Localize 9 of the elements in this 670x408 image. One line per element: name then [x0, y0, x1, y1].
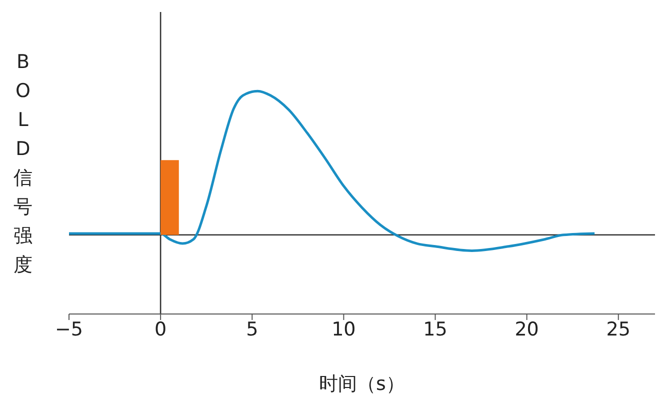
x-tick-label: −5 [54, 318, 84, 340]
x-tick-label: 25 [606, 318, 630, 340]
x-tick-label: 10 [332, 318, 356, 340]
x-tick-label: 5 [246, 318, 258, 340]
x-tick-label: 20 [514, 318, 539, 340]
y-axis-title: BOLD信号强度 [12, 50, 34, 278]
x-tick-label: 15 [423, 318, 448, 340]
x-tick-label: 0 [154, 318, 167, 340]
x-axis-title: 时间（s） [319, 373, 405, 395]
